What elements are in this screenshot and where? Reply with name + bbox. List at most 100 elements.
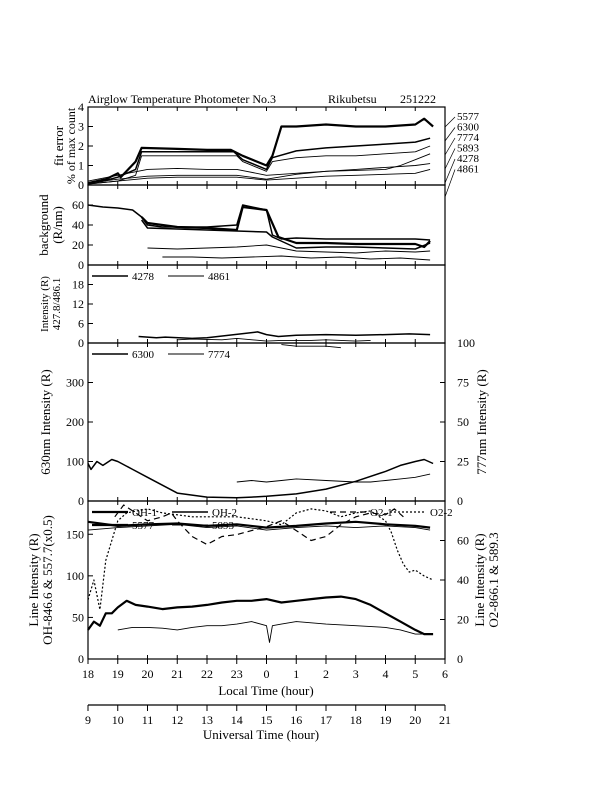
series-fit_error-4861	[87, 168, 431, 185]
end-label-leader	[444, 148, 456, 170]
series-fit_error-7774	[87, 145, 431, 185]
series-blue_lines-4861	[177, 337, 371, 342]
series-background-bg-a	[87, 204, 431, 241]
local-tick-label: 5	[412, 667, 418, 681]
y-tick-label: 300	[66, 376, 84, 390]
fit-error-end-label: 4861	[457, 164, 479, 176]
y2-tick-label: 75	[457, 376, 469, 390]
local-time-label: Local Time (hour)	[218, 683, 313, 698]
ut-tick-label: 21	[439, 713, 451, 727]
y-tick-label: 60	[72, 198, 84, 212]
red-lines-ylabel: 630nm Intensity (R)	[38, 369, 53, 474]
series-fit_error-5577	[87, 117, 434, 185]
local-tick-label: 1	[293, 667, 299, 681]
y2-tick-label: 60	[457, 534, 469, 548]
y-tick-label: 0	[78, 178, 84, 192]
fit-error-end-label: 5893	[457, 143, 480, 155]
end-label-leader	[444, 116, 456, 128]
tick-and-legend-labels: 9181019112012211322142315016117218319420…	[66, 100, 480, 727]
ut-tick-label: 17	[320, 713, 332, 727]
axis-ticks	[87, 106, 446, 711]
chart-title-instrument: Airglow Temperature Photometer No.3	[88, 92, 276, 106]
fit-error-ylabel-1: fit error	[51, 125, 66, 166]
chart-title-station: Rikubetsu	[328, 92, 377, 106]
blue-lines-ylabel-2: 427.8/486.1	[51, 278, 63, 331]
legend-label: 4861	[208, 271, 230, 283]
legend-label: O2-1	[370, 507, 393, 519]
y-tick-label: 0	[78, 336, 84, 350]
fit-error-ylabel-2: % of max count	[64, 107, 78, 184]
ut-tick-label: 11	[142, 713, 154, 727]
legend-label: 5893	[212, 520, 235, 532]
series-blue_lines-4278	[138, 331, 431, 340]
series-red_lines-7774-top	[281, 344, 341, 349]
local-tick-label: 18	[82, 667, 94, 681]
fit-error-end-label: 5577	[457, 111, 480, 123]
oh-o2-ylabel-right-1: Line Intensity (R)	[472, 533, 487, 626]
y-tick-label: 1	[78, 159, 84, 173]
local-tick-label: 21	[171, 667, 183, 681]
y-tick-label: 150	[66, 527, 84, 541]
oh-o2-ylabel-1: Line Intensity (R)	[26, 533, 41, 626]
series-red_lines-7774	[236, 473, 431, 483]
local-tick-label: 22	[201, 667, 213, 681]
fit-error-end-label: 4278	[457, 153, 480, 165]
series-oh_o2-5893	[87, 523, 431, 531]
end-label-leader	[444, 169, 456, 198]
ut-tick-label: 9	[85, 713, 91, 727]
fit-error-end-label: 7774	[457, 132, 480, 144]
series-background-bg-d	[147, 244, 431, 254]
background-ylabel-1: background	[36, 194, 51, 256]
end-label-leader	[444, 127, 456, 142]
series-fit_error-4278	[87, 163, 431, 184]
series-oh_o2-O2-2	[87, 508, 434, 611]
legend-label: OH-2	[212, 507, 237, 519]
fit-error-end-label: 6300	[457, 122, 480, 134]
red-lines-ylabel-right: 777nm Intensity (R)	[474, 369, 489, 474]
legend-label: OH-1	[132, 507, 157, 519]
y2-tick-label: 0	[457, 652, 463, 666]
local-tick-label: 4	[383, 667, 389, 681]
ut-tick-label: 18	[350, 713, 362, 727]
legend-label: O2-2	[430, 507, 453, 519]
y-tick-label: 100	[66, 569, 84, 583]
series-background-bg-c	[140, 219, 431, 250]
oh-o2-ylabel-2: OH-846.6 & 557.7(x0.5)	[40, 515, 55, 645]
panel-red-lines-frame	[87, 342, 446, 502]
ut-tick-label: 19	[380, 713, 392, 727]
series-oh_o2-OH-2	[117, 621, 431, 643]
y2-tick-label: 100	[457, 336, 475, 350]
series-fit_error-6300	[87, 137, 431, 184]
y-tick-label: 0	[78, 494, 84, 508]
y-tick-label: 12	[72, 297, 84, 311]
local-tick-label: 20	[142, 667, 154, 681]
series-fit_error-5893	[87, 153, 431, 182]
panel-fit-error-frame	[87, 106, 446, 186]
ut-tick-label: 20	[409, 713, 421, 727]
y-tick-label: 18	[72, 278, 84, 292]
chart-title-date: 251222	[400, 92, 436, 106]
local-tick-label: 2	[323, 667, 329, 681]
local-tick-label: 23	[231, 667, 243, 681]
ut-tick-label: 12	[171, 713, 183, 727]
series-oh_o2-O2-1	[114, 504, 404, 546]
ut-label: Universal Time (hour)	[203, 727, 319, 742]
y2-tick-label: 50	[457, 415, 469, 429]
y-tick-label: 6	[78, 317, 84, 331]
legend-label: 4278	[132, 271, 155, 283]
y-tick-label: 0	[78, 652, 84, 666]
ut-tick-label: 16	[290, 713, 302, 727]
y-tick-label: 40	[72, 218, 84, 232]
legend-lines	[92, 116, 456, 527]
series-lines	[87, 117, 434, 643]
y2-tick-label: 40	[457, 573, 469, 587]
oh-o2-ylabel-right-2: O2-866.1 & 589.3	[486, 532, 501, 627]
local-tick-label: 3	[353, 667, 359, 681]
blue-lines-ylabel-1: Intensity (R)	[39, 276, 51, 332]
y-tick-label: 0	[78, 258, 84, 272]
y-tick-label: 2	[78, 139, 84, 153]
series-background-bg-e	[162, 255, 431, 261]
legend-label: 5577	[132, 520, 155, 532]
y-tick-label: 4	[78, 100, 84, 114]
